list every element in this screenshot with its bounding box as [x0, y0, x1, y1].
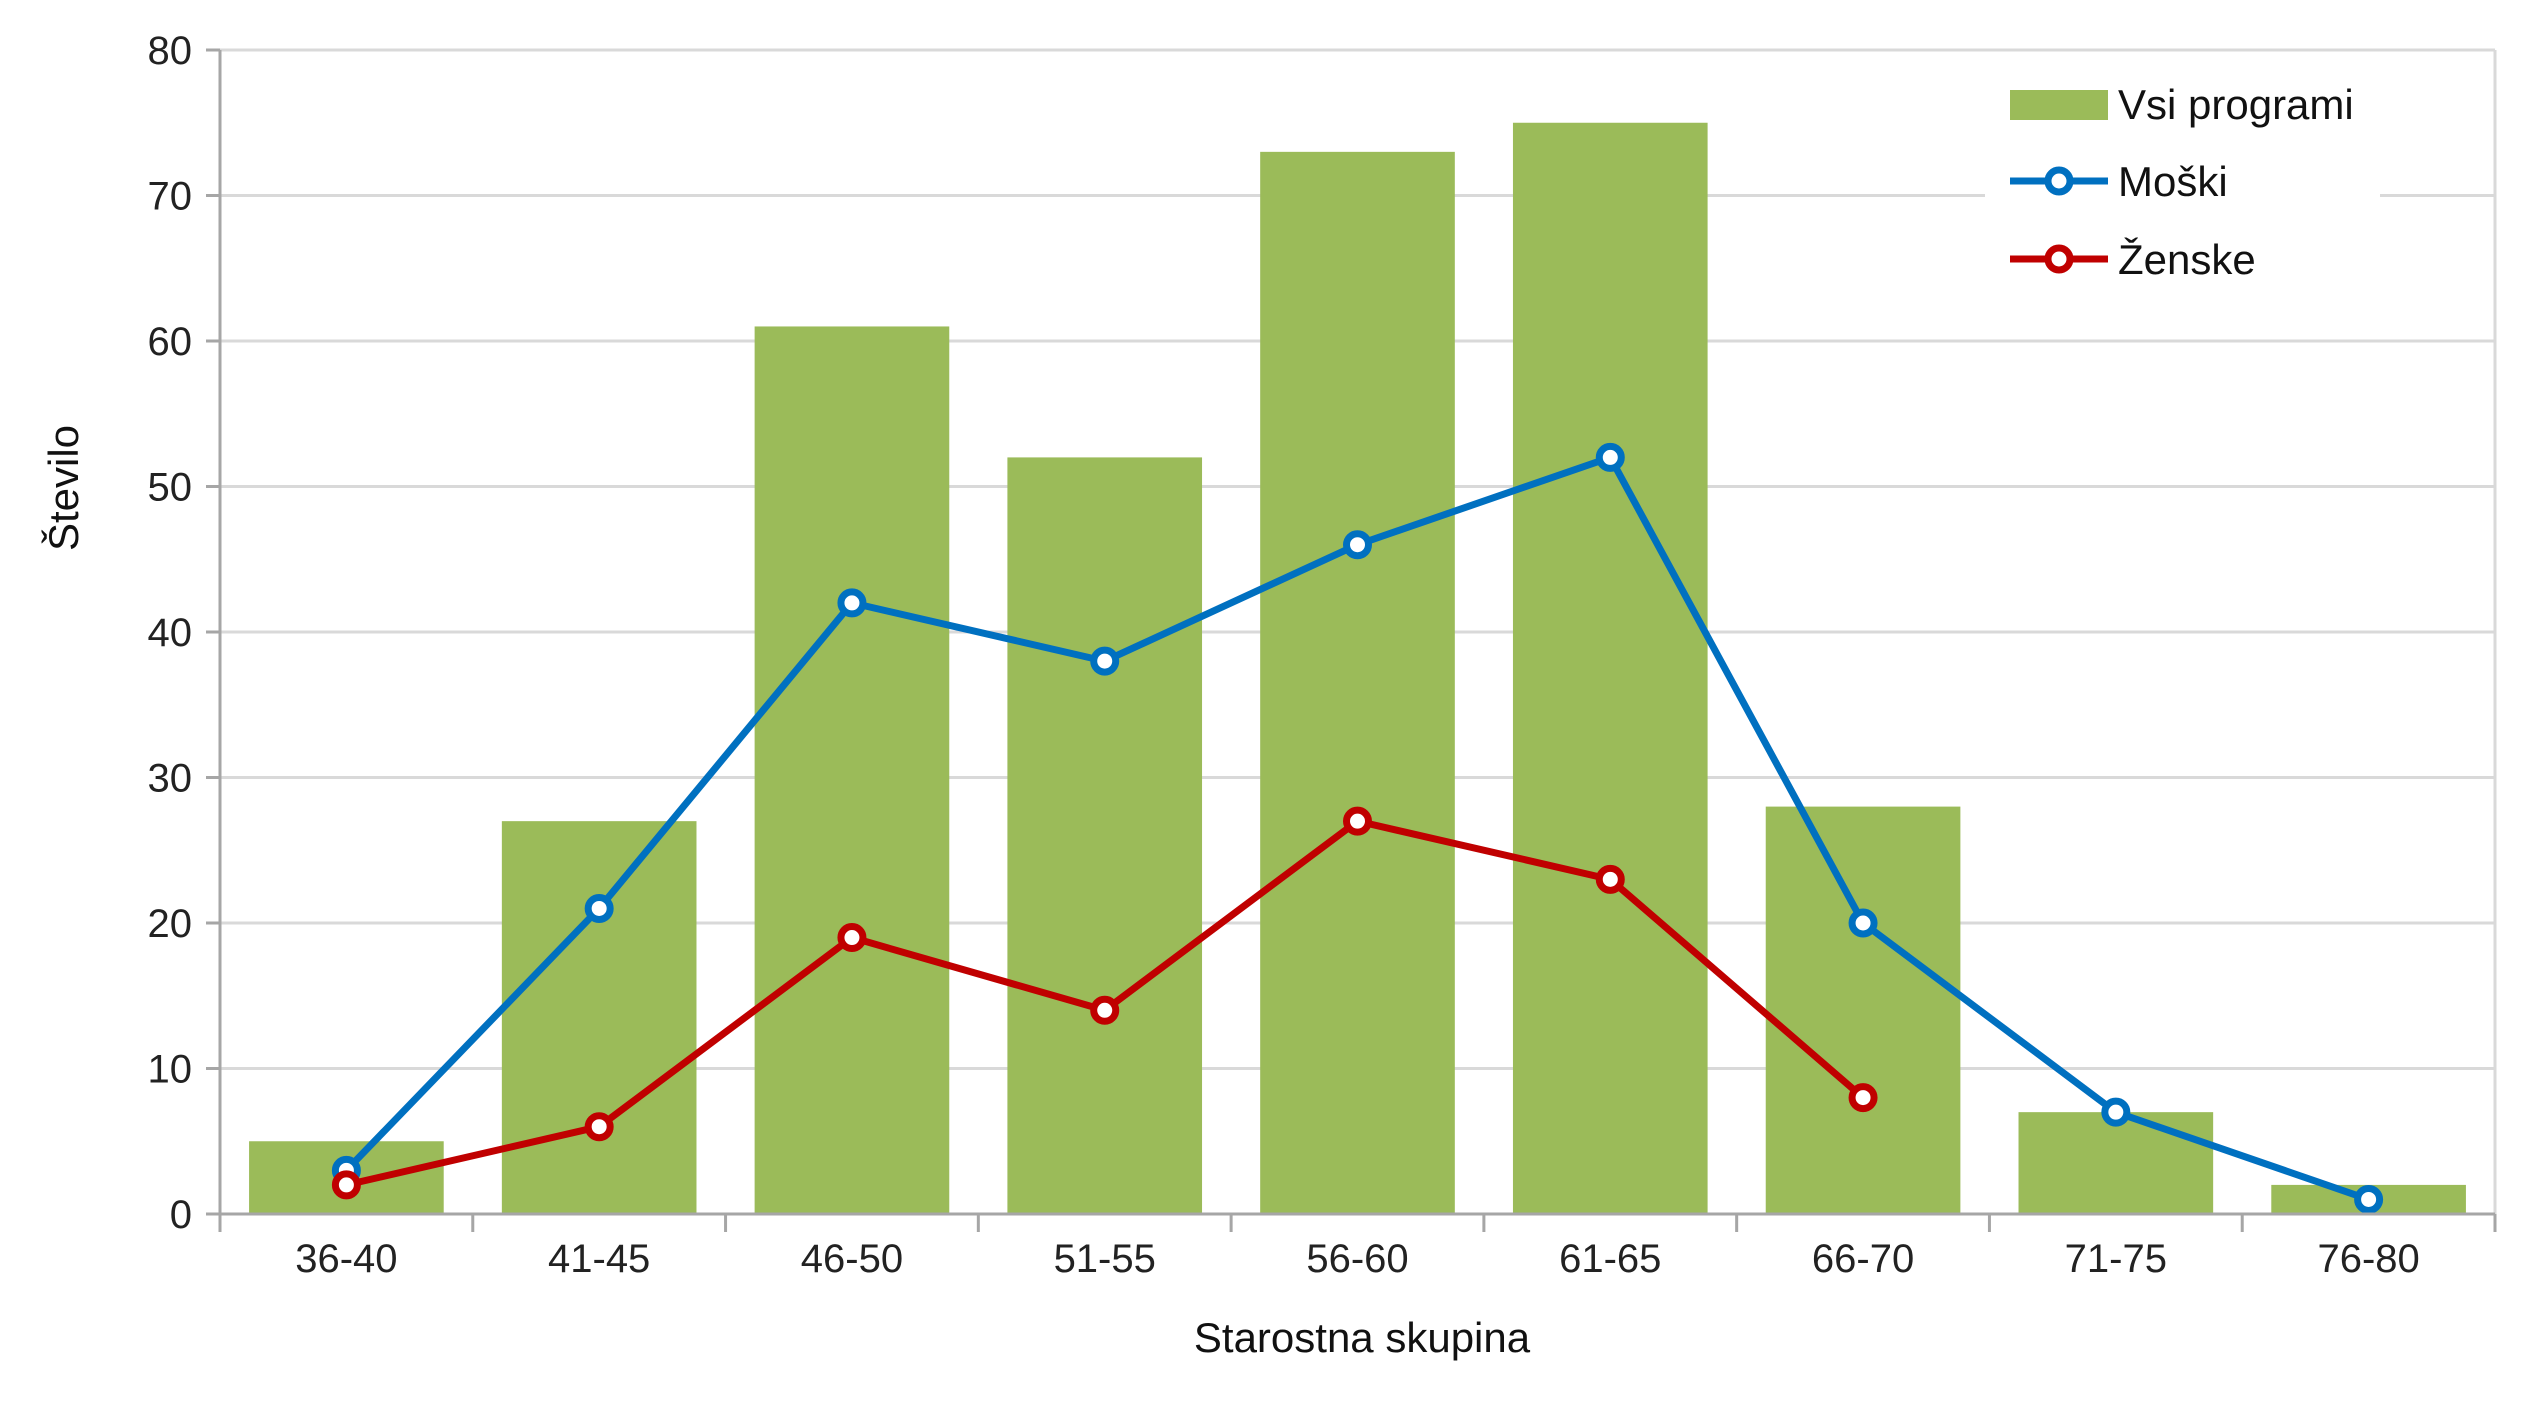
- bar-vsi-programi-56-60: [1260, 151, 1455, 1215]
- y-tick-label-0: 0: [170, 1193, 192, 1237]
- point-moski-46-50: [837, 588, 867, 618]
- bar-vsi-programi-41-45: [501, 821, 697, 1214]
- point-zenske-61-65: [1595, 864, 1625, 894]
- point-zenske-36-40: [331, 1170, 361, 1200]
- legend-swatch-vsi-programi: [2010, 90, 2108, 120]
- x-tick-label-51-55: 51-55: [1054, 1237, 1156, 1281]
- point-zenske-41-45: [584, 1112, 614, 1142]
- bar-vsi-programi-66-70: [1765, 806, 1961, 1214]
- x-tick-label-46-50: 46-50: [801, 1237, 903, 1281]
- legend-label-moski: Moški: [2118, 158, 2228, 205]
- point-moski-56-60: [1343, 530, 1372, 560]
- point-moski-76-80: [2354, 1184, 2384, 1214]
- bar-series: [249, 122, 2466, 1215]
- x-tick-label-41-45: 41-45: [548, 1237, 650, 1281]
- bar-vsi-programi-51-55: [1007, 457, 1203, 1214]
- x-tick-label-61-65: 61-65: [1559, 1237, 1661, 1281]
- bar-vsi-programi-71-75: [2018, 1112, 2214, 1214]
- bar-vsi-programi-61-65: [1512, 122, 1708, 1214]
- x-axis-title: Starostna skupina: [1194, 1314, 1531, 1361]
- x-tick-label-71-75: 71-75: [2065, 1237, 2167, 1281]
- y-tick-label-20: 20: [148, 902, 193, 946]
- y-tick-label-10: 10: [148, 1048, 193, 1092]
- y-tick-label-70: 70: [148, 175, 193, 219]
- x-tick-label-76-80: 76-80: [2317, 1237, 2419, 1281]
- y-tick-label-40: 40: [148, 611, 193, 655]
- point-moski-41-45: [584, 893, 614, 923]
- y-axis-ticks: 0 10 20 30 40 50 60 70 80: [148, 29, 220, 1237]
- legend-label-vsi-programi: Vsi programi: [2118, 81, 2354, 128]
- y-tick-label-80: 80: [148, 29, 193, 73]
- point-moski-51-55: [1090, 646, 1120, 676]
- point-moski-61-65: [1595, 442, 1625, 472]
- x-tick-label-56-60: 56-60: [1306, 1237, 1408, 1281]
- legend-marker-moski: [2044, 166, 2074, 196]
- x-axis-ticks: 36-40 41-45 46-50 51-55 56-60 61-65 66-70 71-75…: [218, 1214, 2497, 1281]
- point-zenske-51-55: [1090, 995, 1120, 1025]
- point-zenske-56-60: [1343, 806, 1372, 836]
- line-series: [331, 442, 2384, 1214]
- legend: Vsi programi Moški Ženske: [1985, 60, 2380, 300]
- y-tick-label-60: 60: [148, 320, 193, 364]
- x-tick-label-36-40: 36-40: [295, 1237, 397, 1281]
- y-tick-label-50: 50: [148, 466, 193, 510]
- legend-label-zenske: Ženske: [2118, 236, 2256, 283]
- y-axis-title: Število: [40, 425, 87, 551]
- point-zenske-46-50: [837, 923, 867, 953]
- point-zenske-66-70: [1848, 1083, 1878, 1113]
- legend-marker-zenske: [2044, 244, 2074, 274]
- y-tick-label-30: 30: [148, 757, 193, 801]
- bar-vsi-programi-46-50: [754, 326, 950, 1214]
- point-moski-71-75: [2101, 1097, 2131, 1127]
- x-tick-label-66-70: 66-70: [1812, 1237, 1914, 1281]
- point-moski-66-70: [1848, 908, 1878, 938]
